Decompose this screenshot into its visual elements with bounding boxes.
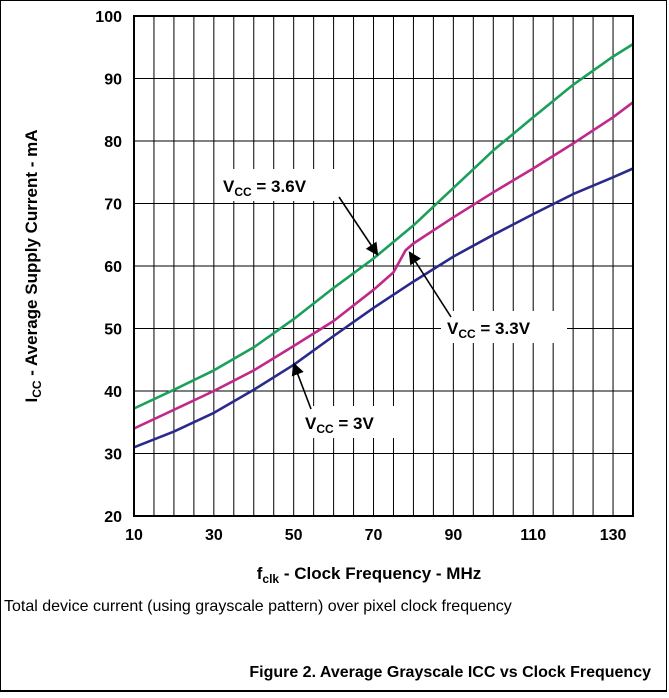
- vcc-annotation: VCC = 3V: [291, 362, 409, 438]
- y-tick-label: 40: [104, 384, 122, 401]
- x-tick-label: 90: [444, 527, 462, 544]
- y-tick-label: 80: [104, 134, 122, 151]
- annotation-arrow: [408, 251, 452, 318]
- annotation-label: VCC = 3.3V: [447, 319, 531, 341]
- y-tick-label: 100: [95, 9, 122, 26]
- y-axis-title: ICC - Average Supply Current - mA: [22, 129, 44, 402]
- x-axis-title: fclk - Clock Frequency - MHz: [257, 564, 482, 586]
- vcc-annotation: VCC = 3.6V: [217, 169, 379, 256]
- x-tick-label: 70: [365, 527, 383, 544]
- x-tick-label: 110: [520, 527, 546, 544]
- x-tick-label: 130: [600, 527, 627, 544]
- vcc-annotation: VCC = 3.3V: [408, 251, 567, 343]
- y-tick-label: 50: [104, 322, 122, 339]
- x-tick-label: 30: [205, 527, 223, 544]
- plot-border: [133, 15, 634, 517]
- x-tick-label: 10: [125, 527, 143, 544]
- y-tick-label: 90: [104, 72, 122, 89]
- annotation-background: [299, 406, 409, 438]
- series-line: [133, 167, 634, 449]
- y-tick-label: 70: [104, 197, 122, 214]
- series-lines: [133, 42, 634, 449]
- grid: [134, 16, 633, 516]
- annotation-background: [217, 169, 343, 201]
- annotation-label: VCC = 3V: [305, 414, 375, 436]
- figure-caption: Total device current (using grayscale pa…: [4, 598, 512, 615]
- y-tick-label: 60: [104, 259, 122, 276]
- series-line: [133, 101, 634, 430]
- y-tick-label: 30: [104, 447, 122, 464]
- y-tick-label: 20: [104, 509, 122, 526]
- chart: 10 30 50 70 90 110 130 20 30 40 50 60 70 80 90 100 VCC …: [22, 9, 634, 586]
- annotation-arrow: [338, 196, 379, 256]
- annotations: VCC = 3.6V VCC = 3.3V VCC = 3V: [217, 169, 567, 438]
- x-tick-label: 50: [285, 527, 303, 544]
- figure-title: Figure 2. Average Grayscale ICC vs Clock…: [249, 664, 651, 681]
- series-line: [133, 42, 634, 410]
- annotation-label: VCC = 3.6V: [223, 177, 307, 199]
- annotation-arrow: [291, 362, 312, 410]
- annotation-background: [441, 311, 567, 343]
- tick-labels: 10 30 50 70 90 110 130 20 30 40 50 60 70 80 90 100: [95, 9, 626, 544]
